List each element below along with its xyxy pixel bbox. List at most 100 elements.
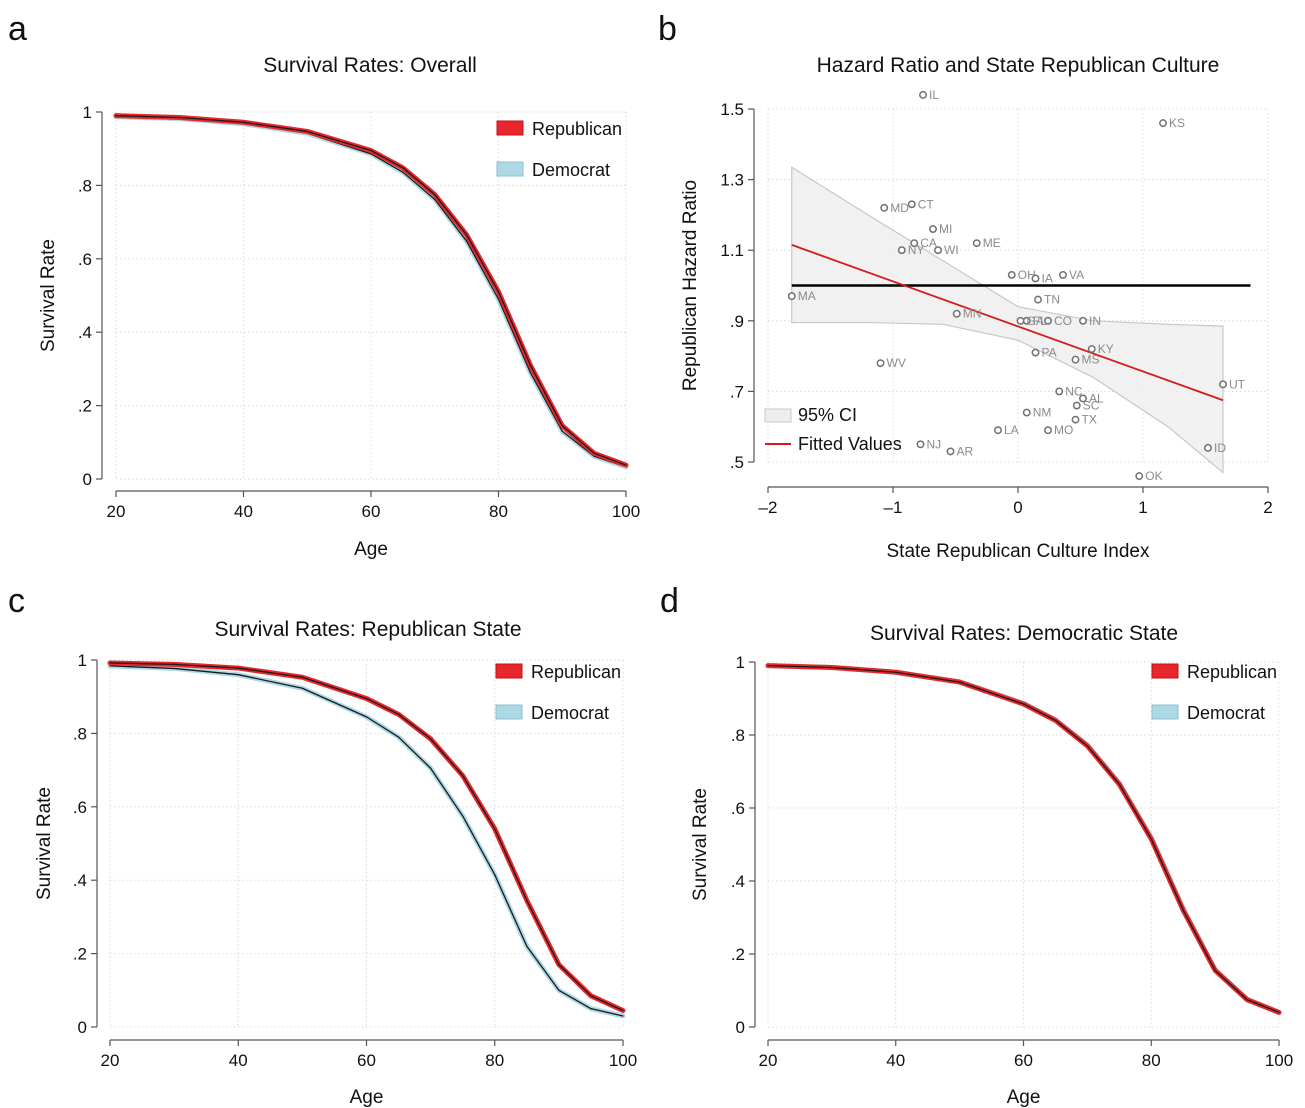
- legend-swatch-ci: [764, 408, 792, 423]
- y-tick-label: .8: [73, 724, 87, 743]
- state-point: [1071, 355, 1080, 364]
- data-point-republican: [237, 667, 239, 669]
- state-point: [1204, 443, 1212, 452]
- chart-title: Survival Rates: Overall: [263, 54, 477, 77]
- chart-panel-b: b Hazard Ratio and State Republican Cultu…: [658, 10, 1273, 562]
- state-label: ME: [983, 236, 1001, 250]
- state-point: [1135, 472, 1144, 481]
- data-point-republican: [370, 149, 372, 152]
- state-point: [880, 203, 889, 212]
- x-tick-label: 80: [485, 1051, 504, 1070]
- confidence-band: [791, 166, 1224, 474]
- data-point-republican: [179, 116, 181, 119]
- state-label: WV: [887, 356, 906, 370]
- x-tick-label: 80: [489, 502, 508, 521]
- data-point-democrat: [397, 736, 400, 738]
- state-point: [929, 225, 937, 233]
- state-point: [910, 239, 919, 248]
- data-point-democrat: [590, 1008, 592, 1010]
- legend-label-ci: 95% CI: [798, 405, 857, 425]
- data-point-republican: [242, 121, 245, 123]
- x-tick-label: 60: [357, 1051, 376, 1070]
- legend-swatch-democrat: [496, 161, 524, 177]
- data-point-republican: [625, 464, 627, 466]
- x-tick-label: 20: [101, 1051, 120, 1070]
- data-point-republican: [1150, 838, 1152, 840]
- state-point: [1055, 387, 1064, 396]
- data-point-republican: [306, 130, 308, 133]
- x-tick-label: 20: [759, 1051, 778, 1070]
- state-point: [952, 309, 961, 318]
- data-point-democrat: [402, 171, 404, 173]
- data-point-republican: [1214, 969, 1216, 972]
- state-label: MI: [939, 222, 952, 236]
- y-tick-label: .4: [731, 872, 745, 891]
- y-tick-label: .6: [731, 799, 745, 818]
- panel-letter: d: [660, 582, 679, 620]
- state-label: NY: [908, 243, 925, 257]
- state-point: [1007, 270, 1016, 279]
- x-tick-label: 1: [1138, 498, 1147, 517]
- chart-title: Survival Rates: Democratic State: [870, 622, 1178, 645]
- data-point-democrat: [561, 430, 563, 432]
- state-point: [972, 239, 981, 248]
- data-point-republican: [895, 671, 897, 673]
- x-tick-label: –1: [884, 498, 903, 517]
- state-label: TX: [1082, 413, 1097, 427]
- state-label: FL: [1033, 314, 1047, 328]
- legend-label-republican: Republican: [532, 119, 622, 139]
- y-tick-label: 1.3: [720, 171, 744, 190]
- x-tick-label: 40: [886, 1051, 905, 1070]
- data-point-democrat: [109, 665, 111, 667]
- panel-letter: c: [8, 582, 25, 620]
- state-label: IA: [1042, 271, 1053, 285]
- x-tick-label: 60: [362, 502, 381, 521]
- data-point-republican: [1022, 703, 1025, 705]
- data-point-republican: [430, 738, 432, 740]
- data-point-democrat: [301, 687, 303, 689]
- chart-title: Hazard Ratio and State Republican Cultur…: [817, 54, 1220, 77]
- y-tick-label: .4: [78, 323, 92, 342]
- state-label: SC: [1083, 399, 1100, 413]
- y-tick-label: 1: [78, 651, 87, 670]
- state-point: [1071, 415, 1080, 424]
- state-label: IL: [929, 88, 939, 102]
- state-label: GA: [1027, 314, 1044, 328]
- state-point: [919, 90, 927, 99]
- x-tick-label: 0: [1013, 498, 1022, 517]
- data-point-republican: [173, 663, 175, 666]
- state-label: UT: [1229, 377, 1246, 391]
- x-tick-label: 100: [1265, 1051, 1293, 1070]
- data-point-republican: [497, 291, 500, 293]
- data-point-republican: [529, 364, 531, 366]
- y-tick-label: .8: [731, 726, 745, 745]
- x-tick-label: 2: [1263, 498, 1272, 517]
- x-axis-label: Age: [1007, 1087, 1041, 1108]
- state-point: [1079, 316, 1087, 325]
- state-label: VA: [1069, 268, 1084, 282]
- x-axis-label: Age: [354, 539, 388, 560]
- state-label: TN: [1044, 293, 1060, 307]
- state-label: MA: [798, 289, 816, 303]
- state-point: [916, 440, 925, 449]
- y-tick-label: .2: [731, 945, 745, 964]
- y-tick-label: 0: [83, 470, 92, 489]
- y-tick-label: 0: [78, 1018, 87, 1037]
- data-point-democrat: [365, 716, 368, 718]
- state-point: [1031, 348, 1040, 357]
- state-point: [1044, 316, 1052, 325]
- state-label: AL: [1089, 391, 1104, 405]
- y-axis-label: Survival Rate: [34, 787, 55, 900]
- data-point-democrat: [466, 240, 468, 242]
- state-point: [934, 246, 942, 255]
- y-tick-label: .4: [73, 871, 87, 890]
- data-point-republican: [494, 828, 496, 830]
- state-point: [1022, 408, 1031, 417]
- y-tick-label: .6: [73, 798, 87, 817]
- panel-letter: b: [658, 10, 677, 48]
- state-label: MN: [963, 307, 982, 321]
- data-point-republican: [622, 1009, 624, 1012]
- state-label: NM: [1033, 406, 1052, 420]
- x-tick-label: 60: [1014, 1051, 1033, 1070]
